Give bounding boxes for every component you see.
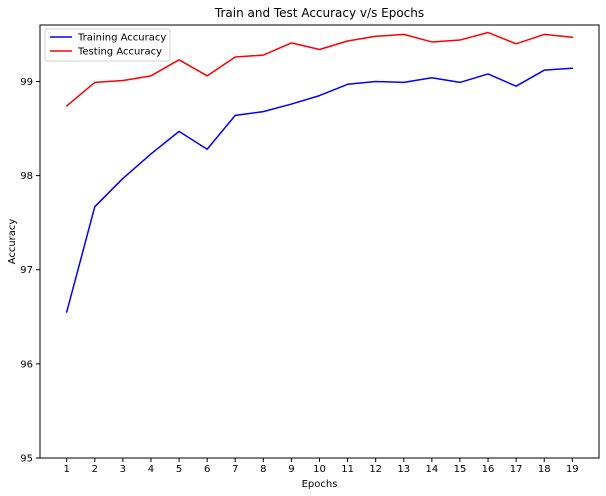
x-tick-label: 6 (204, 464, 210, 475)
y-tick-label: 98 (20, 171, 33, 182)
x-tick-label: 19 (566, 464, 579, 475)
x-tick-label: 16 (482, 464, 495, 475)
x-tick-label: 1 (63, 464, 69, 475)
x-tick-label: 8 (260, 464, 266, 475)
legend-box (44, 28, 171, 62)
y-tick-label: 97 (20, 265, 33, 276)
x-tick-label: 12 (369, 464, 382, 475)
x-tick-label: 11 (341, 464, 354, 475)
x-tick-label: 9 (288, 464, 294, 475)
legend-label-training: Training Accuracy (77, 33, 166, 44)
x-tick-label: 3 (120, 464, 126, 475)
x-tick-label: 18 (538, 464, 551, 475)
series-layer (65, 31, 574, 313)
x-tick-label: 17 (510, 464, 523, 475)
legend: Training Accuracy Testing Accuracy (44, 28, 171, 62)
y-axis: 95 96 97 98 99 (20, 77, 40, 465)
series-line-training-accuracy (65, 67, 574, 313)
x-tick-label: 7 (232, 464, 238, 475)
y-tick-label: 95 (20, 454, 33, 465)
x-tick-label: 15 (454, 464, 467, 475)
x-tick-label: 14 (425, 464, 438, 475)
x-tick-label: 10 (313, 464, 326, 475)
x-axis-label: Epochs (302, 479, 338, 490)
chart-title: Train and Test Accuracy v/s Epochs (214, 6, 424, 20)
series-line-testing-accuracy (65, 31, 574, 107)
x-axis: 1 2 3 4 5 6 7 8 9 10 11 12 13 14 15 16 17 18 19 (63, 458, 579, 475)
x-tick-label: 13 (397, 464, 410, 475)
legend-label-testing: Testing Accuracy (77, 47, 162, 58)
x-tick-label: 4 (148, 464, 154, 475)
x-tick-label: 5 (176, 464, 182, 475)
y-axis-label: Accuracy (7, 219, 18, 265)
x-tick-label: 2 (92, 464, 98, 475)
y-tick-label: 96 (20, 359, 33, 370)
y-tick-label: 99 (20, 77, 33, 88)
